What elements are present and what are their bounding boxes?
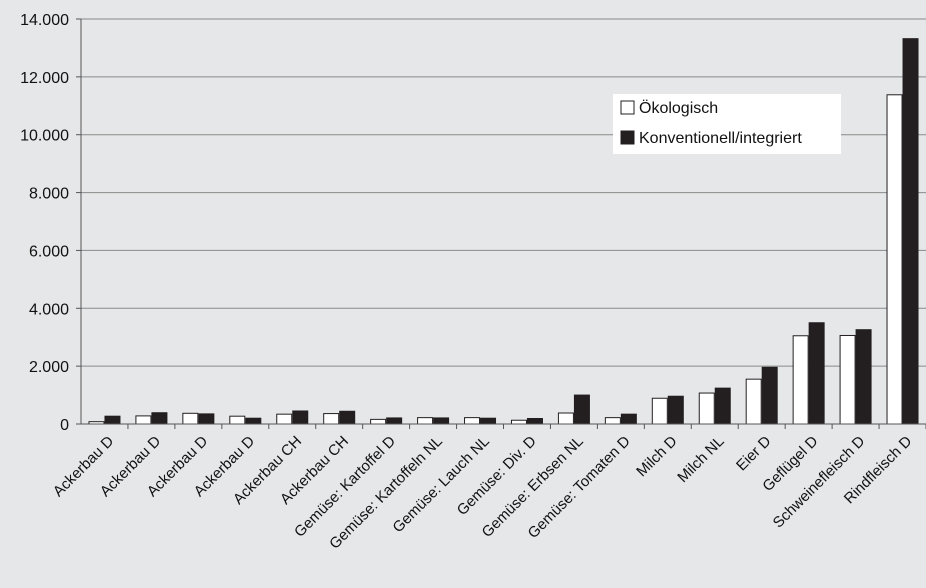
x-axis-ticks [127, 424, 926, 429]
y-tick-label: 14.000 [20, 12, 69, 29]
bar-oekologisch [276, 413, 293, 425]
bar-oekologisch [839, 334, 856, 425]
bar-oekologisch [417, 417, 434, 425]
bar-oekologisch [604, 417, 621, 425]
bar-oekologisch [510, 419, 527, 425]
bar-konventionell [620, 413, 637, 425]
x-category-label: Milch D [633, 433, 680, 480]
bar-oekologisch [886, 94, 903, 425]
y-tick-label: 8.000 [29, 186, 69, 203]
bar-konventionell [573, 394, 590, 425]
bar-konventionell [855, 329, 872, 425]
bar-oekologisch [651, 397, 668, 425]
bar-konventionell [480, 417, 497, 425]
bar-oekologisch [557, 412, 574, 425]
bar-oekologisch [464, 417, 481, 425]
bar-konventionell [526, 418, 543, 425]
bar-konventionell [151, 412, 168, 425]
bar-oekologisch [792, 335, 809, 425]
y-axis-tick-labels: 0 2.000 4.000 6.000 8.000 10.000 12.000 14.000 [20, 12, 69, 434]
y-tick-label: 10.000 [20, 128, 69, 145]
bar-oekologisch [182, 412, 199, 425]
bar-oekologisch [135, 415, 152, 425]
legend-background [613, 94, 841, 154]
y-tick-label: 0 [60, 417, 69, 434]
legend-swatch-konventionell [620, 130, 635, 145]
y-tick-label: 6.000 [29, 243, 69, 260]
legend-label-konventionell: Konventionell/integriert [639, 130, 802, 147]
bar-konventionell [667, 395, 684, 425]
bar-konventionell [902, 38, 919, 425]
x-category-label: Milch NL [674, 433, 727, 486]
bar-konventionell [386, 417, 403, 425]
bar-konventionell [104, 415, 121, 425]
legend-swatch-oekologisch [620, 100, 635, 115]
bar-oekologisch [745, 378, 762, 425]
bar-oekologisch [370, 418, 387, 425]
bar-konventionell [245, 417, 262, 425]
legend: Ökologisch Konventionell/integriert [613, 94, 841, 154]
bar-konventionell [808, 322, 825, 425]
bar-konventionell [714, 387, 731, 425]
bar-konventionell [433, 417, 450, 425]
bar-oekologisch [229, 415, 246, 425]
legend-label-oekologisch: Ökologisch [639, 99, 718, 117]
y-tick-label: 2.000 [29, 359, 69, 376]
bar-konventionell [198, 413, 215, 425]
bar-konventionell [339, 410, 356, 425]
bar-konventionell [761, 366, 778, 425]
bar-oekologisch [323, 413, 340, 425]
y-tick-label: 12.000 [20, 70, 69, 87]
bar-konventionell [292, 410, 309, 425]
x-category-label: Eier D [733, 433, 775, 475]
y-tick-label: 4.000 [29, 301, 69, 318]
bar-oekologisch [698, 392, 715, 425]
